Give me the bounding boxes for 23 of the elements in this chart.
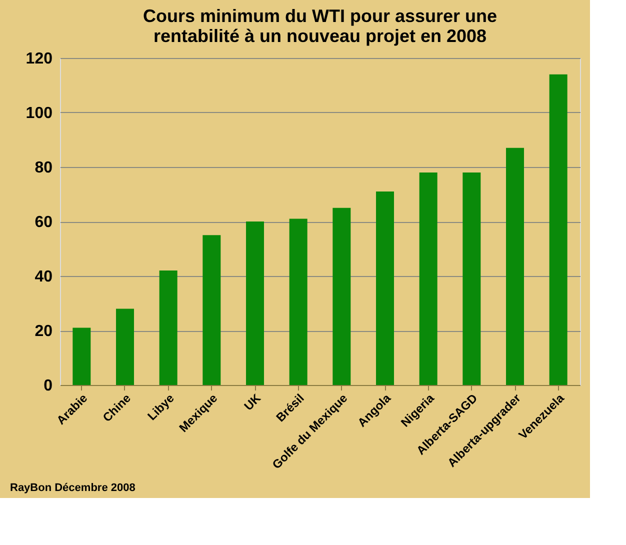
- bar: [246, 222, 264, 385]
- bar: [289, 218, 308, 385]
- bar: [202, 235, 221, 385]
- y-tick-label: 60: [34, 214, 53, 231]
- text: Cours minimum du WTI pour assurer une: [142, 6, 498, 26]
- y-tick-label: 40: [34, 268, 53, 286]
- x-tick-label: UK: [241, 390, 264, 414]
- bar: [376, 192, 394, 385]
- y-tick-label: 0: [44, 378, 53, 394]
- bar: [332, 208, 351, 385]
- y-tick-label: 20: [34, 323, 53, 340]
- bar: [506, 148, 524, 385]
- y-tick-label: 80: [34, 160, 53, 176]
- bar: [462, 172, 481, 385]
- bar: [419, 172, 438, 385]
- text: RayBon Décembre 2008: [10, 482, 136, 494]
- bar: [549, 74, 568, 385]
- text: rentabilité à un nouveau projet en 2008: [153, 26, 487, 46]
- bar: [72, 328, 91, 385]
- y-tick-label: 100: [26, 105, 53, 122]
- bar: [159, 270, 178, 385]
- bar: [116, 308, 134, 385]
- y-tick-label: 120: [26, 50, 53, 68]
